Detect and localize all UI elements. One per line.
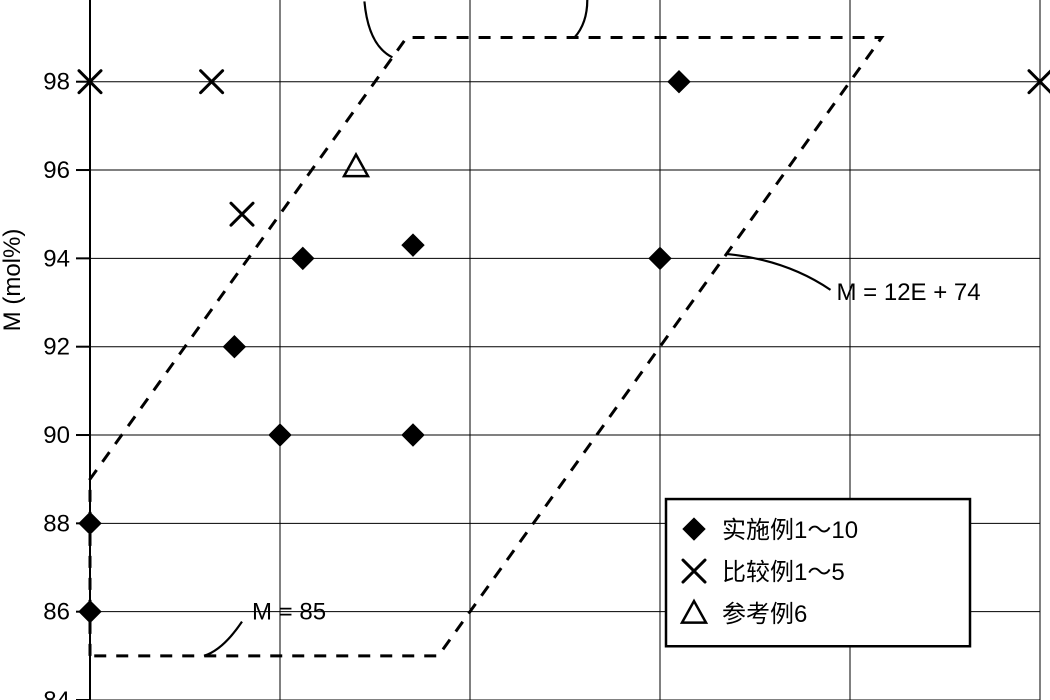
y-tick-label: 84 — [43, 687, 70, 700]
legend-item-label: 比较例1～5 — [722, 559, 845, 586]
y-tick-label: 88 — [43, 510, 70, 537]
y-tick-label: 92 — [43, 334, 70, 361]
y-axis-label: M (mol%) — [0, 229, 26, 332]
y-tick-label: 86 — [43, 599, 70, 626]
legend-item-label: 参考例6 — [722, 601, 807, 628]
legend: 实施例1～10 比较例1～5 参考例6 — [666, 499, 970, 646]
scatter-chart: M = 12E + 74 M = 85 84 86 88 90 92 94 96 98 M (m… — [0, 0, 1050, 700]
annotation-right: M = 12E + 74 — [837, 279, 981, 306]
y-tick-label: 94 — [43, 245, 70, 272]
y-tick-label: 96 — [43, 157, 70, 184]
legend-item-label: 实施例1～10 — [722, 517, 858, 544]
annotation-bottom: M = 85 — [252, 599, 326, 626]
y-tick-label: 90 — [43, 422, 70, 449]
y-tick-label: 98 — [43, 69, 70, 96]
